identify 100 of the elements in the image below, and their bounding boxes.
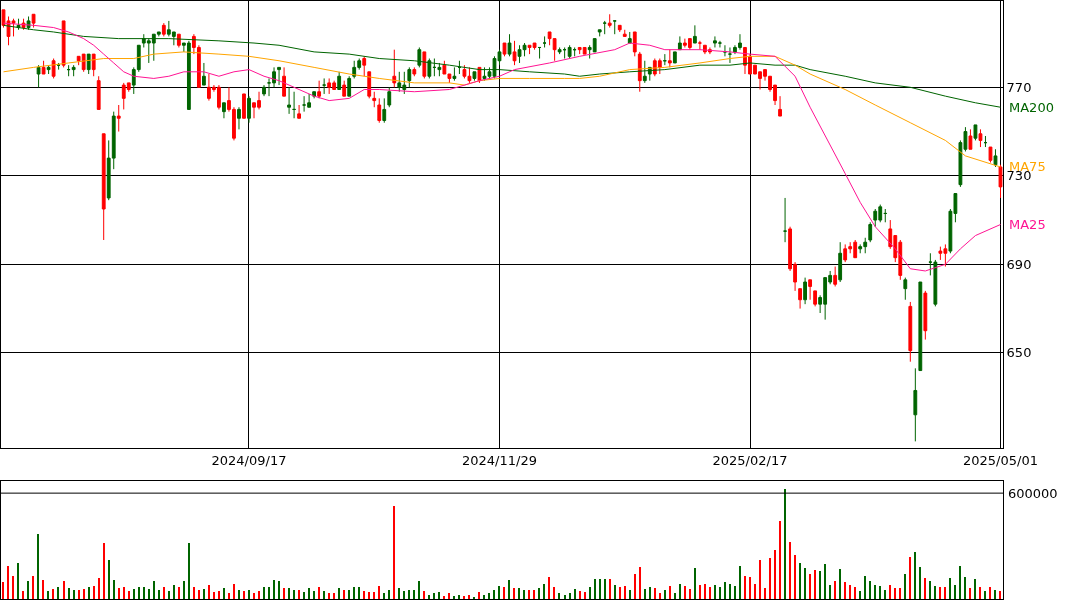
bar: [17, 563, 19, 599]
bar: [769, 558, 771, 599]
candlestick: [713, 35, 717, 48]
bar: [824, 564, 826, 599]
candlestick: [903, 277, 908, 301]
bar: [7, 566, 9, 599]
bar: [759, 560, 761, 599]
bar: [373, 592, 375, 599]
candlestick: [472, 71, 477, 82]
bar: [939, 587, 941, 599]
bar: [73, 590, 75, 599]
candlestick: [612, 20, 617, 35]
bar: [964, 577, 966, 599]
candlestick: [988, 146, 993, 164]
candlestick: [973, 124, 978, 141]
bar: [739, 566, 741, 599]
bar: [584, 592, 586, 599]
bar: [518, 588, 520, 599]
bar: [889, 585, 891, 599]
bar: [669, 586, 671, 599]
bar: [804, 568, 806, 599]
bar: [634, 574, 636, 599]
bar: [428, 595, 430, 599]
candlestick: [397, 71, 402, 93]
bar: [188, 543, 190, 599]
bar: [844, 582, 846, 599]
bar: [959, 566, 961, 599]
bar: [774, 550, 776, 599]
candlestick: [657, 58, 662, 75]
bar: [47, 591, 49, 599]
bar: [969, 588, 971, 599]
candlestick: [983, 135, 988, 148]
candlestick: [86, 53, 91, 75]
bar: [879, 586, 881, 599]
bar: [123, 587, 125, 599]
bar: [208, 585, 210, 599]
candlestick: [222, 102, 226, 119]
candlestick: [287, 86, 291, 115]
candlestick: [322, 77, 327, 95]
bar: [579, 591, 581, 599]
candlestick: [567, 44, 572, 60]
candlestick: [918, 281, 923, 372]
bar: [213, 592, 215, 599]
candlestick: [407, 66, 412, 88]
candlestick: [347, 75, 352, 97]
bar: [288, 588, 290, 599]
candlestick: [71, 64, 76, 77]
bar: [263, 587, 265, 599]
candlestick: [417, 46, 422, 68]
bar: [854, 587, 856, 599]
bar: [93, 586, 95, 599]
candlestick: [607, 13, 612, 29]
bar: [193, 587, 195, 599]
bar: [283, 588, 285, 599]
bar: [974, 579, 976, 599]
bar: [619, 587, 621, 599]
bar: [779, 521, 781, 599]
candlestick: [292, 91, 296, 119]
bar: [684, 586, 686, 599]
candlestick: [662, 53, 667, 66]
x-tick-label: 2024/11/29: [462, 452, 537, 468]
bar: [944, 587, 946, 599]
bar: [218, 591, 220, 599]
bar: [749, 577, 751, 599]
bar: [168, 591, 170, 599]
bar: [468, 595, 470, 599]
candlestick: [81, 53, 86, 73]
bar: [143, 587, 145, 599]
bar: [37, 534, 39, 599]
candlestick: [247, 95, 251, 124]
candlestick: [507, 33, 512, 57]
bar: [689, 589, 691, 599]
candlestick: [372, 91, 377, 108]
bar: [418, 581, 420, 599]
bar: [729, 584, 731, 599]
candlestick: [101, 133, 106, 241]
bar: [403, 591, 405, 599]
bar: [533, 590, 535, 599]
bar: [293, 590, 295, 599]
bar: [954, 585, 956, 599]
bar: [438, 592, 440, 599]
candlestick: [412, 66, 417, 77]
bar: [934, 586, 936, 599]
candlestick: [387, 86, 392, 108]
bar: [183, 581, 185, 599]
bar: [819, 571, 821, 599]
candlestick: [838, 241, 843, 283]
candlestick: [642, 60, 647, 84]
bar: [443, 596, 445, 599]
bar: [228, 593, 230, 599]
bar: [834, 581, 836, 599]
candlestick: [687, 38, 692, 51]
candlestick: [622, 29, 627, 37]
bar: [574, 589, 576, 599]
candlestick: [307, 93, 312, 108]
bar: [378, 586, 380, 599]
bar: [859, 591, 861, 599]
candlestick: [697, 40, 702, 51]
bar: [538, 588, 540, 599]
bar: [203, 589, 205, 599]
